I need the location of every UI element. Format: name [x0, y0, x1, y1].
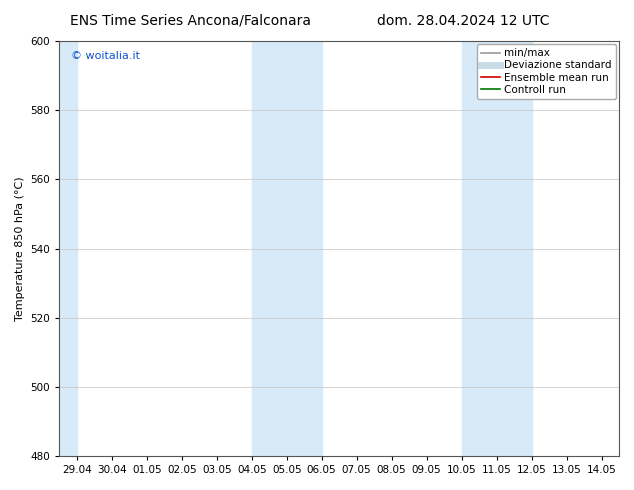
Text: ENS Time Series Ancona/Falconara: ENS Time Series Ancona/Falconara — [70, 14, 311, 28]
Legend: min/max, Deviazione standard, Ensemble mean run, Controll run: min/max, Deviazione standard, Ensemble m… — [477, 44, 616, 99]
Bar — [60, 41, 77, 456]
Bar — [462, 41, 531, 456]
Text: © woitalia.it: © woitalia.it — [70, 51, 139, 61]
Y-axis label: Temperature 850 hPa (°C): Temperature 850 hPa (°C) — [15, 176, 25, 321]
Text: dom. 28.04.2024 12 UTC: dom. 28.04.2024 12 UTC — [377, 14, 549, 28]
Bar — [252, 41, 321, 456]
